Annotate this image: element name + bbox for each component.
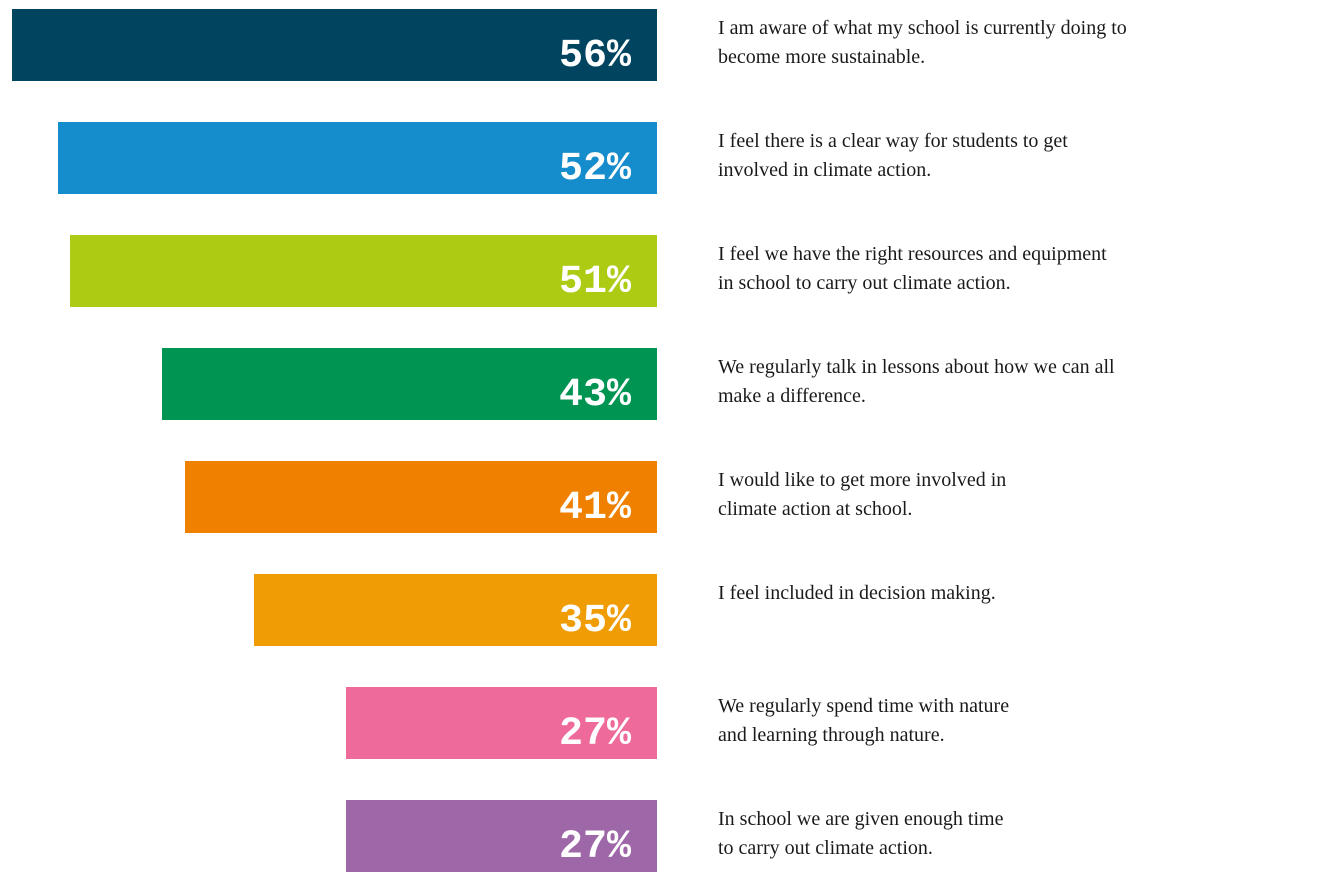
value-label: 27% <box>558 712 631 757</box>
bar: 51% <box>69 235 657 307</box>
bar-row: 56% I am aware of what my school is curre… <box>0 9 1321 81</box>
bar-row: 27% We regularly spend time with nature a… <box>0 687 1321 759</box>
bar-row: 43% We regularly talk in lessons about ho… <box>0 348 1321 420</box>
bar: 43% <box>161 348 657 420</box>
category-label: We regularly talk in lessons about how w… <box>718 356 1115 407</box>
bar: 35% <box>253 574 657 646</box>
category-label: I would like to get more involved in cli… <box>718 469 1007 520</box>
bar-row: 52% I feel there is a clear way for stude… <box>0 122 1321 194</box>
bar-row: 41% I would like to get more involved in … <box>0 461 1321 533</box>
value-label: 56% <box>558 34 631 79</box>
bar: 27% <box>346 687 657 759</box>
category-label: I feel included in decision making. <box>718 582 996 604</box>
bar: 41% <box>184 461 657 533</box>
bar: 52% <box>58 122 657 194</box>
value-label: 41% <box>558 486 631 531</box>
bar: 56% <box>12 9 657 81</box>
category-label: I feel we have the right resources and e… <box>718 243 1107 294</box>
category-label: In school we are given enough time to ca… <box>718 808 1004 859</box>
value-label: 52% <box>558 147 631 192</box>
bar: 27% <box>346 800 657 872</box>
value-label: 51% <box>558 260 631 305</box>
category-label: We regularly spend time with nature and … <box>718 695 1010 746</box>
category-label: I am aware of what my school is currentl… <box>718 17 1127 68</box>
category-label: I feel there is a clear way for students… <box>718 130 1068 181</box>
value-label: 27% <box>558 825 631 870</box>
bar-row: 51% I feel we have the right resources an… <box>0 235 1321 307</box>
value-label: 35% <box>558 599 631 644</box>
bar-row: 27% In school we are given enough time to… <box>0 800 1321 872</box>
value-label: 43% <box>558 373 631 418</box>
bar-row: 35% I feel included in decision making. <box>0 574 1321 646</box>
